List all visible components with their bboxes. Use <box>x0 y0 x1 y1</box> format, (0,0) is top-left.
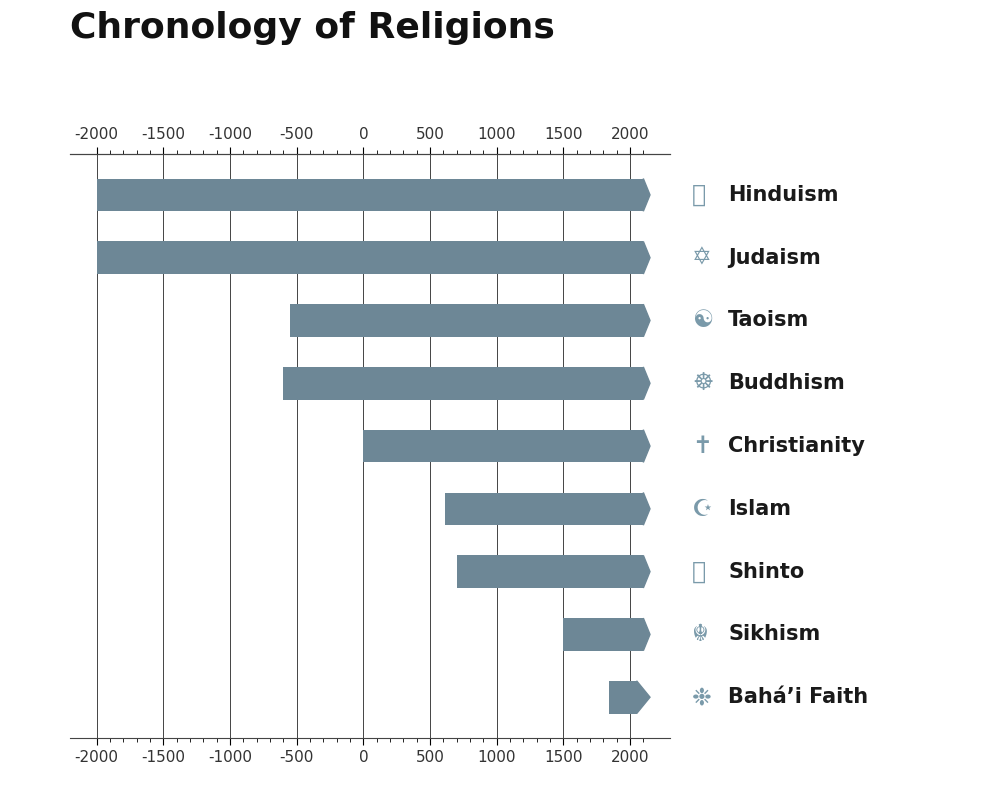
Bar <box>445 492 643 526</box>
Polygon shape <box>643 304 650 337</box>
Text: ❉: ❉ <box>692 685 712 709</box>
Bar <box>97 178 643 211</box>
Bar <box>563 618 643 650</box>
Text: Baháʼi Faith: Baháʼi Faith <box>728 687 868 707</box>
Text: Judaism: Judaism <box>728 247 821 268</box>
Text: ॐ: ॐ <box>692 183 706 207</box>
Text: Christianity: Christianity <box>728 436 865 456</box>
Text: ✡: ✡ <box>692 246 712 270</box>
Bar <box>609 681 637 714</box>
Polygon shape <box>643 618 650 650</box>
Polygon shape <box>643 556 650 588</box>
Text: Sikhism: Sikhism <box>728 624 820 645</box>
Polygon shape <box>643 492 650 526</box>
Text: Buddhism: Buddhism <box>728 373 845 393</box>
Bar <box>290 304 643 337</box>
Polygon shape <box>637 681 650 714</box>
Bar <box>457 556 643 588</box>
Polygon shape <box>643 242 650 274</box>
Text: Shinto: Shinto <box>728 562 804 581</box>
Text: ☯: ☯ <box>692 308 713 333</box>
Polygon shape <box>643 367 650 400</box>
Text: Hinduism: Hinduism <box>728 185 838 205</box>
Text: ☸: ☸ <box>692 371 713 395</box>
Text: Chronology of Religions: Chronology of Religions <box>70 11 555 45</box>
Bar <box>97 242 643 274</box>
Text: Taoism: Taoism <box>728 311 809 330</box>
Bar <box>363 430 643 462</box>
Polygon shape <box>643 430 650 462</box>
Text: ☪: ☪ <box>692 497 713 521</box>
Text: Islam: Islam <box>728 499 791 519</box>
Text: ⛩: ⛩ <box>692 560 706 584</box>
Text: ☬: ☬ <box>692 622 709 646</box>
Text: ✝: ✝ <box>692 434 712 458</box>
Polygon shape <box>643 178 650 211</box>
Bar <box>283 367 643 400</box>
